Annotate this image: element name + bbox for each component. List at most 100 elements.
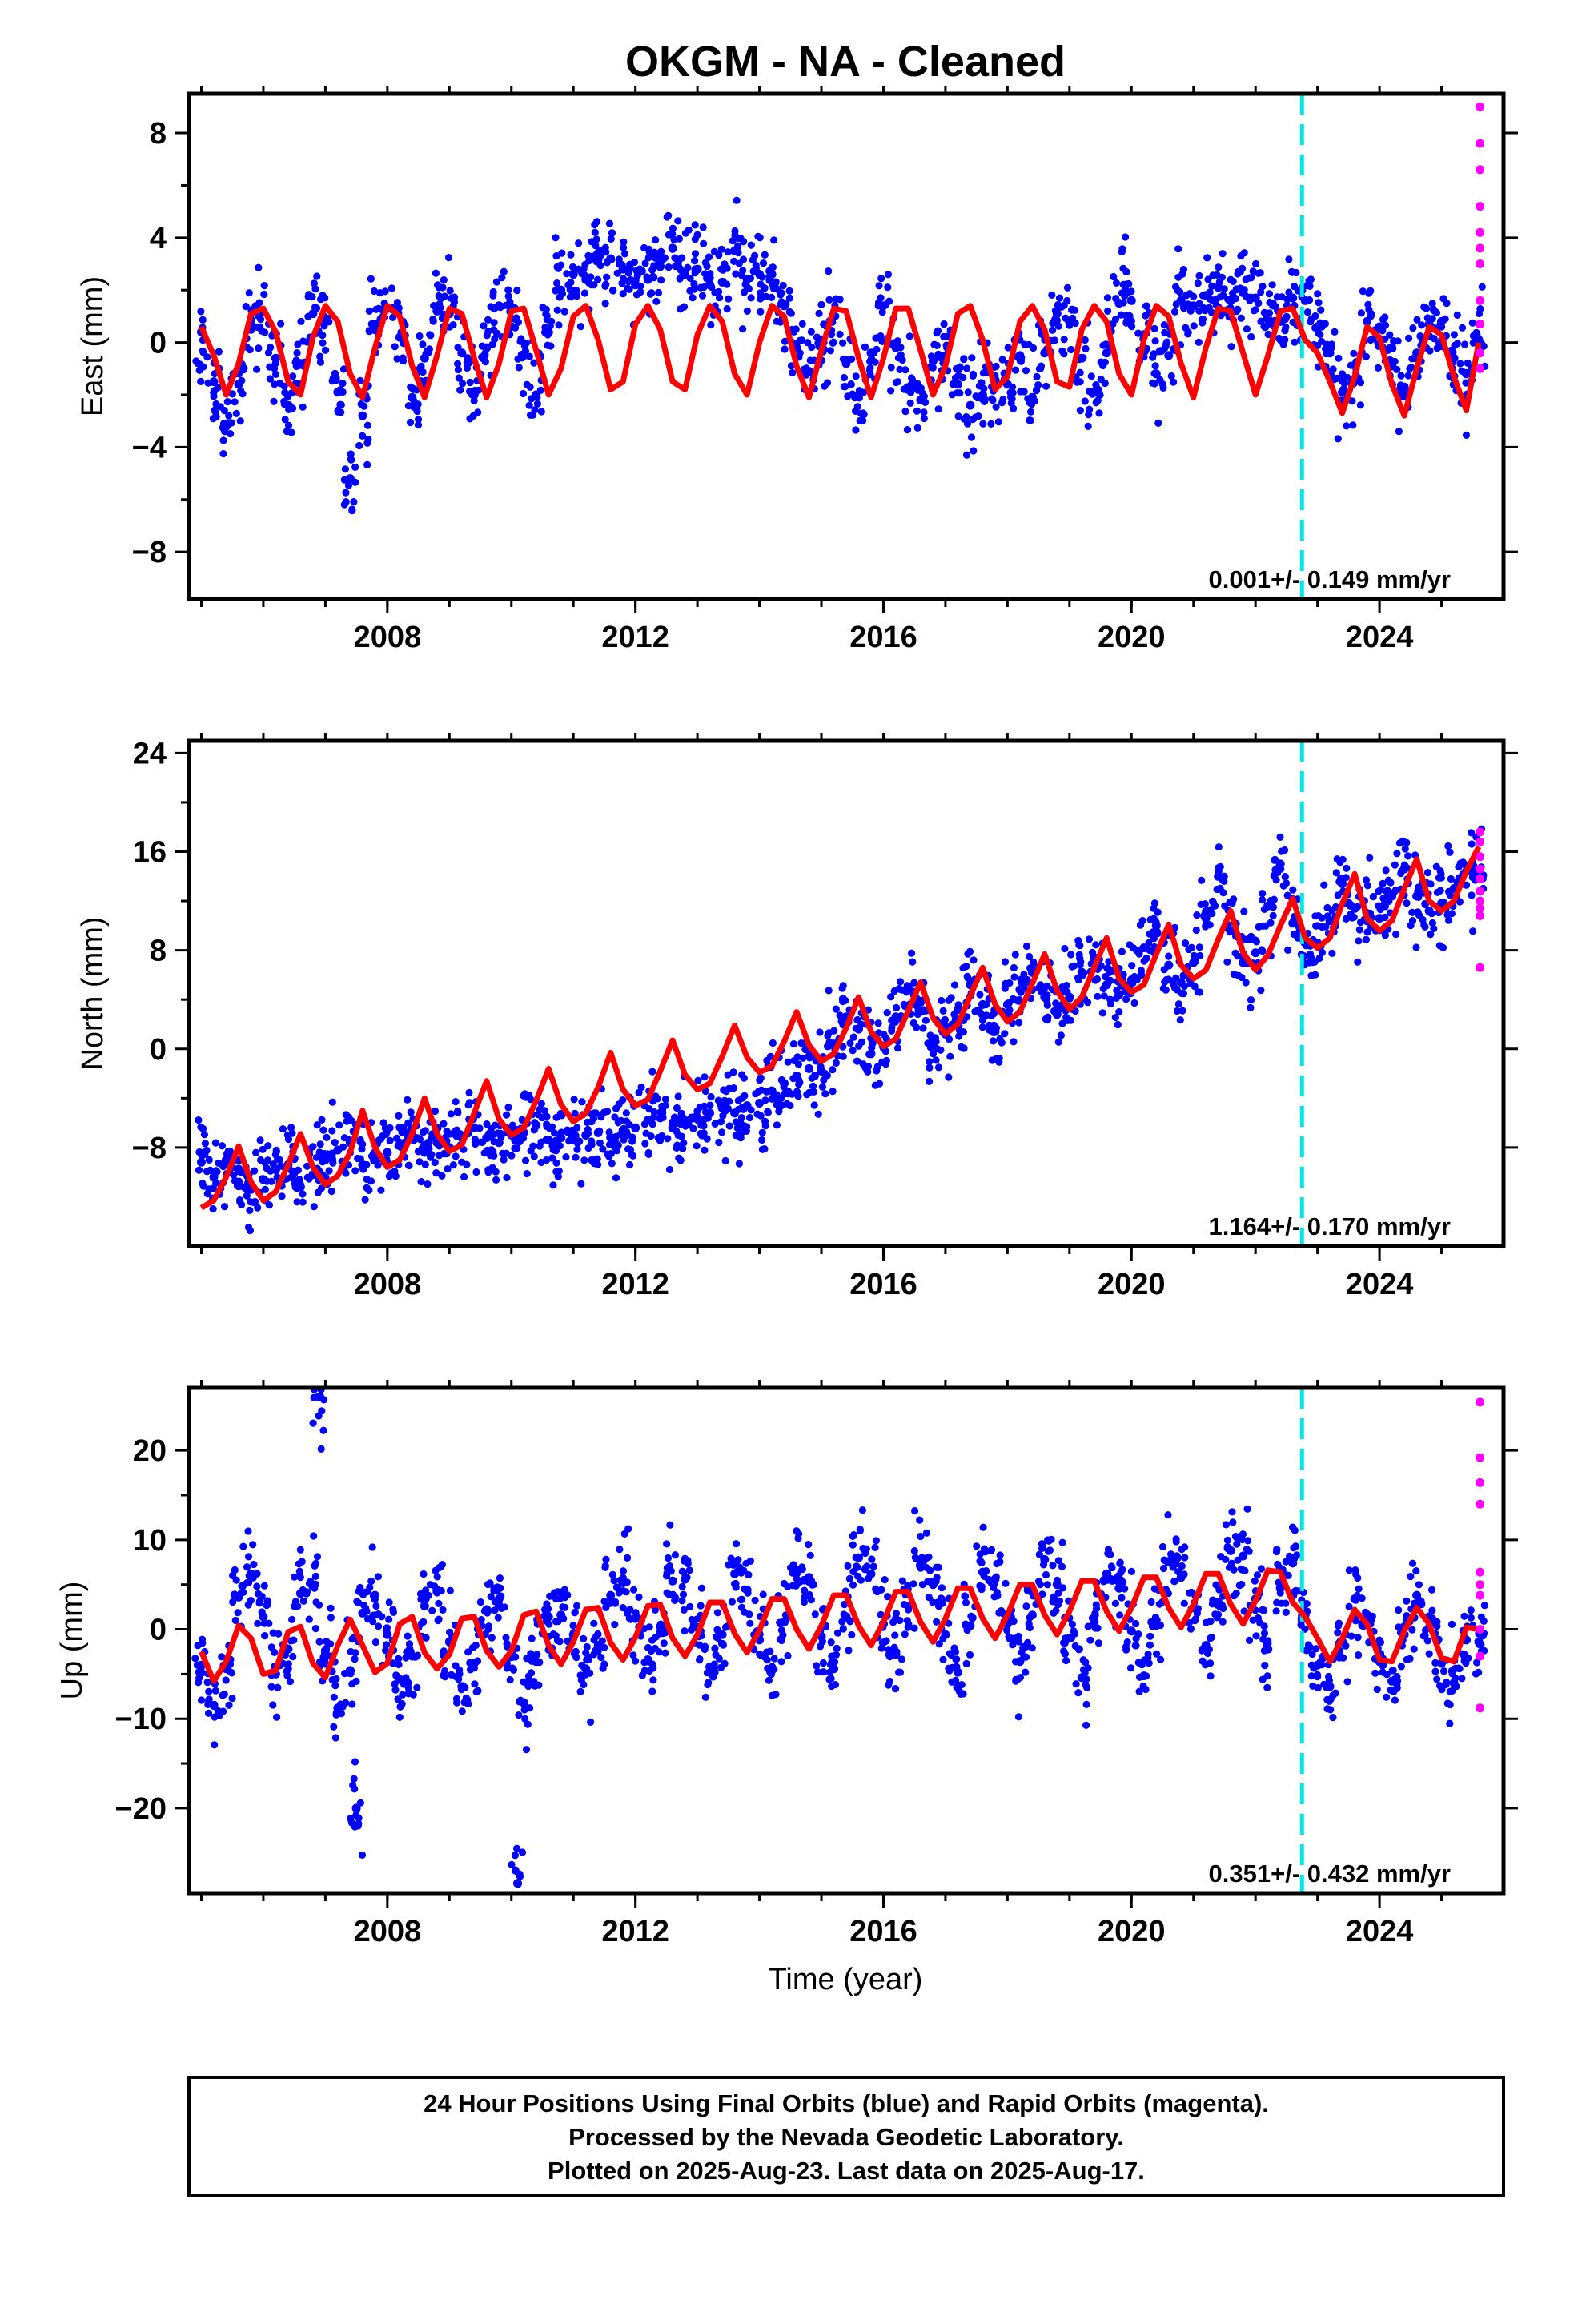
east-final-point-jitter xyxy=(336,400,344,408)
up-final-point-jitter xyxy=(516,1870,524,1878)
east-final-point xyxy=(705,280,715,290)
east-final-point xyxy=(1462,369,1471,379)
up-final-point-jitter xyxy=(1022,1668,1030,1676)
up-final-point-jitter xyxy=(250,1560,258,1569)
up-final-point-jitter xyxy=(477,1616,485,1624)
north-final-point-jitter xyxy=(920,1006,928,1014)
north-final-point-jitter xyxy=(1138,971,1146,979)
east-final-point-jitter xyxy=(360,402,368,410)
east-final-point-jitter xyxy=(839,339,847,347)
east-final-point-jitter xyxy=(1268,281,1276,289)
east-final-point xyxy=(1176,296,1186,305)
east-final-point-jitter xyxy=(969,416,977,424)
east-final-point-jitter xyxy=(619,290,627,298)
up-final-point-jitter xyxy=(1290,1544,1298,1552)
east-final-point-jitter xyxy=(652,254,660,262)
north-final-point xyxy=(643,1116,652,1125)
north-final-point-jitter xyxy=(921,1016,930,1024)
up-x-tick-label: 2024 xyxy=(1346,1915,1414,1948)
up-final-point xyxy=(556,1610,566,1620)
up-final-point-jitter xyxy=(1153,1650,1161,1658)
up-final-point-jitter xyxy=(1084,1622,1092,1630)
up-final-point-jitter xyxy=(493,1583,501,1591)
up-final-point-jitter xyxy=(1408,1626,1416,1634)
up-final-point-jitter xyxy=(1084,1664,1092,1672)
up-final-point-jitter xyxy=(615,1589,623,1597)
east-final-point-jitter xyxy=(1195,338,1203,346)
up-final-point-jitter xyxy=(191,1655,199,1663)
east-final-point-jitter xyxy=(393,299,401,307)
east-final-point-jitter xyxy=(365,327,373,335)
east-final-point xyxy=(271,353,280,363)
north-final-point-jitter xyxy=(820,1076,828,1084)
east-final-point-jitter xyxy=(705,253,713,261)
east-final-point-jitter xyxy=(1257,287,1265,296)
north-final-point-jitter xyxy=(293,1198,301,1206)
north-final-point-jitter xyxy=(1044,1013,1052,1021)
north-final-point-jitter xyxy=(1322,923,1330,931)
up-final-point-jitter xyxy=(1431,1659,1439,1667)
north-final-point-jitter xyxy=(209,1184,217,1192)
up-final-point-jitter xyxy=(663,1564,672,1572)
north-final-point-jitter xyxy=(527,1147,535,1155)
north-final-point-jitter xyxy=(945,1073,953,1081)
up-final-point-jitter xyxy=(827,1638,835,1647)
north-final-point-jitter xyxy=(1375,902,1383,910)
up-final-point-jitter xyxy=(309,1419,317,1427)
north-final-point-jitter xyxy=(1093,975,1102,983)
east-final-point-jitter xyxy=(1273,293,1281,301)
east-final-point-jitter xyxy=(1283,312,1291,320)
east-final-point-jitter xyxy=(210,392,218,400)
north-final-point-jitter xyxy=(1259,947,1267,955)
east-final-point-jitter xyxy=(1208,282,1216,290)
up-final-point-jitter xyxy=(1148,1622,1156,1630)
up-final-point-jitter xyxy=(1282,1599,1290,1607)
up-final-point-jitter xyxy=(730,1580,739,1588)
east-final-point-jitter xyxy=(648,289,656,297)
east-final-point xyxy=(693,264,702,274)
east-final-point-jitter xyxy=(1190,322,1198,330)
north-final-point-jitter xyxy=(419,1128,428,1136)
up-final-point xyxy=(247,1569,255,1578)
east-final-point-jitter xyxy=(1160,321,1168,329)
up-final-point-jitter xyxy=(347,1819,355,1827)
east-final-point-jitter xyxy=(762,292,770,300)
east-final-point-jitter xyxy=(1049,326,1057,334)
east-final-point-jitter xyxy=(994,418,1002,426)
up-final-point-jitter xyxy=(368,1543,376,1551)
north-final-point-jitter xyxy=(1374,887,1383,895)
east-final-point-jitter xyxy=(560,308,568,316)
up-final-point-jitter xyxy=(516,1926,523,1933)
east-final-point-jitter xyxy=(293,349,301,357)
up-final-point-jitter xyxy=(1446,1700,1454,1709)
up-final-point-jitter xyxy=(488,1634,496,1642)
up-final-point-jitter xyxy=(1135,1687,1143,1695)
north-final-point-jitter xyxy=(236,1196,244,1204)
north-final-point-jitter xyxy=(1382,866,1390,875)
north-final-point-jitter xyxy=(1136,921,1145,929)
east-x-tick-label: 2008 xyxy=(354,621,422,654)
up-final-point-jitter xyxy=(404,1632,412,1640)
up-final-point-jitter xyxy=(909,1580,917,1588)
east-final-point xyxy=(681,270,690,279)
up-final-point xyxy=(643,1655,652,1664)
north-final-point-jitter xyxy=(1345,899,1353,907)
east-final-point-jitter xyxy=(1122,233,1130,241)
up-final-point-jitter xyxy=(848,1630,856,1639)
up-final-point-jitter xyxy=(1117,1576,1125,1584)
east-final-point-jitter xyxy=(847,380,855,388)
north-final-point-jitter xyxy=(454,1108,462,1116)
north-final-point-jitter xyxy=(784,1058,792,1066)
east-final-point-jitter xyxy=(1170,378,1178,386)
north-final-point-jitter xyxy=(714,1096,722,1104)
up-final-point xyxy=(351,1803,361,1813)
north-final-point-jitter xyxy=(962,963,970,971)
east-final-point-jitter xyxy=(905,332,913,340)
east-final-point-jitter xyxy=(1204,275,1212,283)
up-final-point-jitter xyxy=(611,1621,619,1629)
north-final-point xyxy=(370,1155,379,1164)
east-final-point-jitter xyxy=(246,346,254,354)
east-final-point-jitter xyxy=(733,196,741,204)
north-final-point-jitter xyxy=(769,1039,777,1047)
up-final-point-jitter xyxy=(273,1713,281,1721)
